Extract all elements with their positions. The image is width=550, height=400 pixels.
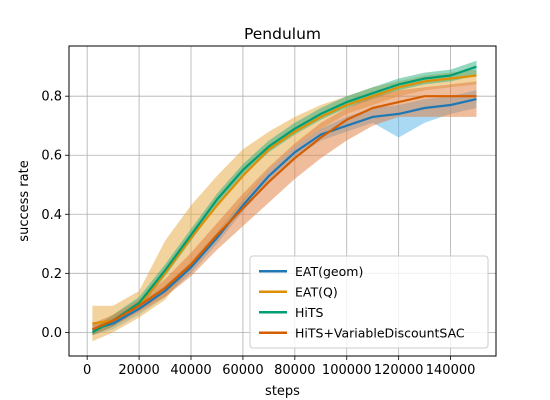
legend-label-0: EAT(geom) [295, 264, 363, 279]
chart-title: Pendulum [244, 25, 321, 43]
x-tick-label: 80000 [274, 363, 315, 378]
x-axis-title: steps [265, 384, 300, 399]
y-tick-label: 0.2 [41, 267, 62, 282]
confidence-band-3 [92, 81, 477, 336]
y-tick-label: 0.8 [41, 90, 62, 105]
x-tick-label: 60000 [222, 363, 263, 378]
y-tick-label: 0.0 [41, 326, 62, 341]
x-tick-label: 0 [83, 363, 91, 378]
series-line-1 [92, 74, 477, 325]
legend-label-3: HiTS+VariableDiscountSAC [295, 325, 465, 340]
series-line-2 [91, 65, 477, 334]
plot-frame [68, 45, 497, 357]
legend-box [249, 255, 489, 349]
x-tick-label: 120000 [374, 363, 424, 378]
legend-label-1: EAT(Q) [295, 284, 338, 299]
x-tick-label: 20000 [118, 363, 159, 378]
y-tick-label: 0.6 [41, 149, 62, 164]
legend: EAT(geom) EAT(Q) HiTS HiTS+VariableDiscount… [249, 255, 489, 349]
axis-ticks: 0 20000 40000 60000 80000 100000 120000 140000 0… [41, 90, 475, 378]
y-axis-title: success rate [17, 160, 32, 241]
legend-label-2: HiTS [295, 305, 324, 320]
series-line-0 [92, 98, 477, 331]
x-tick-label: 140000 [426, 363, 476, 378]
x-tick-label: 40000 [170, 363, 211, 378]
series-line-3 [91, 95, 477, 331]
series-lines [91, 65, 477, 334]
x-tick-label: 100000 [322, 363, 372, 378]
y-tick-label: 0.4 [41, 208, 62, 223]
